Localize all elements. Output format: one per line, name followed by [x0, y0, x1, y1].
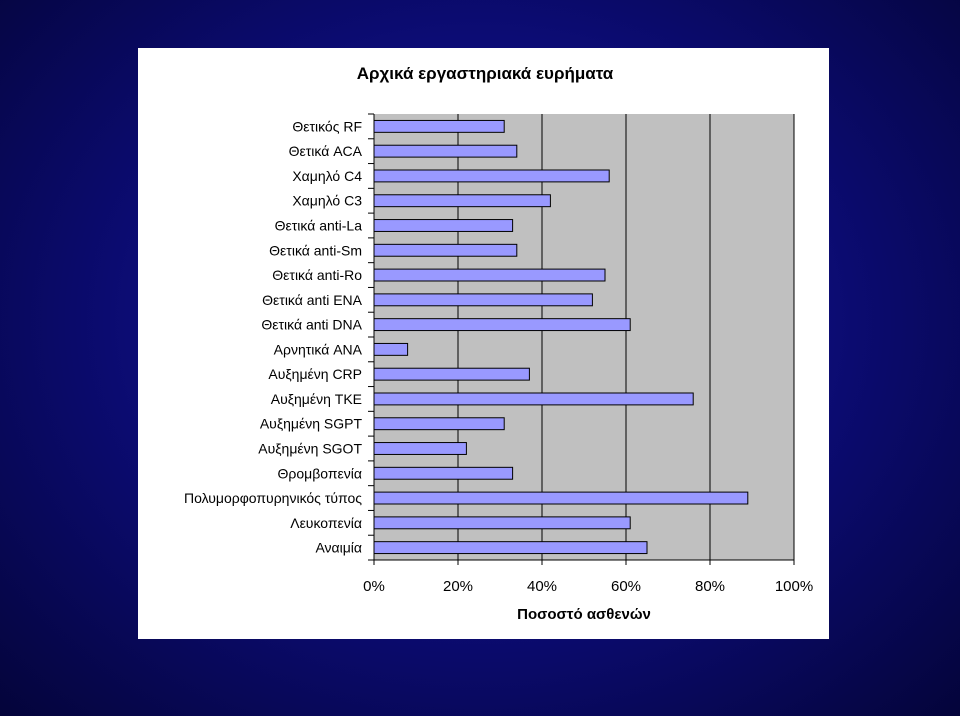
x-axis-title: Ποσοστό ασθενών — [517, 606, 651, 623]
category-label: Χαμηλό C3 — [292, 193, 362, 209]
x-tick-label: 80% — [695, 578, 725, 595]
chart-title: Αρχικά εργαστηριακά ευρήματα — [357, 64, 614, 83]
bar — [373, 219, 514, 232]
category-label: Θετικά ACA — [289, 143, 363, 159]
plot-area — [374, 114, 795, 560]
bar — [373, 466, 514, 480]
category-label: Αυξημένη SGPT — [260, 416, 363, 432]
bar — [373, 169, 610, 183]
bar — [373, 119, 505, 133]
bar — [373, 342, 409, 356]
bar — [373, 541, 648, 555]
category-label: Θετικά anti ENA — [262, 292, 362, 308]
plot-background — [374, 114, 794, 560]
axes — [368, 113, 795, 565]
bar — [373, 516, 631, 530]
chart-panel: Αρχικά εργαστηριακά ευρήματα Θετικός RF Θ… — [138, 48, 829, 639]
bar — [373, 367, 530, 381]
category-label: Λευκοπενία — [290, 515, 362, 531]
category-label: Αρνητικά ANA — [274, 341, 363, 357]
bar — [373, 243, 518, 257]
x-tick-label: 40% — [527, 578, 557, 595]
bar — [373, 293, 593, 307]
x-tick-labels: 0% 20% 40% 60% 80% 100% — [363, 578, 813, 595]
bar — [373, 442, 467, 455]
x-tick-label: 100% — [775, 578, 813, 595]
bars — [373, 119, 749, 555]
category-label: Πολυμορφοπυρηνικός τύπος — [184, 490, 362, 506]
category-label: Χαμηλό C4 — [292, 168, 362, 184]
category-label: Θετικά anti-Ro — [272, 267, 362, 283]
category-label: Θετικά anti-La — [275, 218, 363, 234]
category-label: Αναιμία — [315, 540, 362, 556]
category-label: Θετικά anti DNA — [261, 317, 362, 333]
x-tick-label: 60% — [611, 578, 641, 595]
category-label: Θετικά anti-Sm — [269, 242, 362, 258]
category-label: Θετικός RF — [292, 118, 362, 134]
bar-chart: Αρχικά εργαστηριακά ευρήματα Θετικός RFΘ… — [184, 64, 813, 623]
x-tick-label: 20% — [443, 578, 473, 595]
bar — [373, 491, 749, 505]
category-label: Θρομβοπενία — [278, 465, 362, 481]
bar — [373, 144, 518, 158]
bar — [373, 417, 505, 431]
category-labels: Θετικός RF Θετικά ACA Χαμηλό C4 Χαμηλό C3 Θε… — [184, 118, 363, 555]
category-label: Αυξημένη CRP — [268, 366, 362, 382]
bar — [373, 194, 551, 208]
x-tick-label: 0% — [363, 578, 385, 595]
category-label: Αυξημένη SGOT — [258, 441, 362, 457]
bar — [373, 268, 606, 282]
bar — [373, 318, 631, 332]
bar — [373, 392, 694, 406]
category-label: Αυξημένη TKE — [271, 391, 362, 407]
